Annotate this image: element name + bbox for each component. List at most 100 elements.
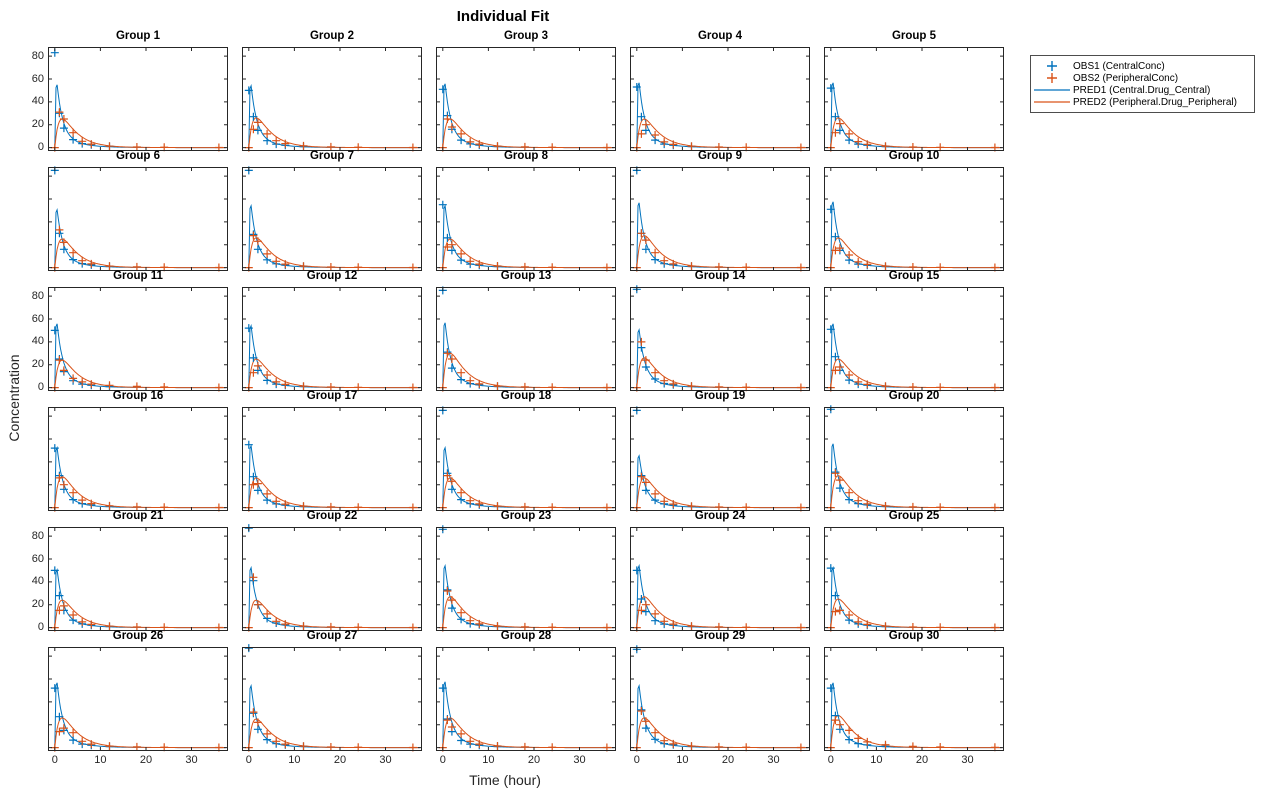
pred1-line: [248, 83, 420, 149]
figure-title: Individual Fit: [456, 8, 550, 25]
axis-ticks: [824, 647, 1004, 751]
x-tick-label: 10: [482, 754, 495, 766]
plot-area: [436, 167, 616, 272]
subplot-title: Group 14: [694, 270, 746, 282]
pred2-line: [830, 715, 1002, 749]
axes-frame: [630, 47, 810, 151]
pred1-line: [636, 683, 808, 749]
y-tick-label: 0: [37, 621, 44, 634]
plot-area: [824, 47, 1004, 152]
axes-frame: [242, 47, 422, 151]
plot-area: [242, 524, 422, 632]
subplot-group-11: Group 11 0 20 40 60 80: [32, 270, 228, 393]
axes-frame: [436, 167, 616, 271]
axis-ticks: [436, 287, 616, 391]
subplot-group-20: Group 20: [824, 390, 1004, 512]
pred1-line: [248, 203, 420, 269]
pred1-line: [830, 565, 1002, 629]
obs1-markers: [632, 166, 696, 271]
pred1-line: [636, 327, 808, 389]
legend-item: PRED2 (Peripheral.Drug_Peripheral): [1031, 96, 1254, 108]
subplot-title: Group 29: [694, 630, 746, 642]
subplot-title: Group 15: [888, 270, 940, 282]
axis-ticks: [436, 167, 616, 271]
obs2-markers: [826, 119, 999, 152]
axis-ticks: [630, 287, 810, 391]
subplot-title: Group 3: [503, 30, 549, 42]
pred1-line: [442, 563, 614, 629]
pred1-line: [830, 443, 1002, 509]
obs1-markers: [244, 644, 308, 751]
axis-ticks: [48, 527, 228, 631]
pred1-line: [636, 563, 808, 629]
obs2-markers: [244, 573, 417, 632]
pred1-line: [442, 322, 614, 389]
subplot-title: Group 7: [309, 150, 355, 162]
axes-frame: [436, 527, 616, 631]
subplot-group-13: Group 13: [436, 270, 616, 392]
subplot-title: Group 6: [115, 150, 161, 162]
pred1-line: [248, 683, 420, 749]
axes-frame: [436, 287, 616, 391]
legend-item: OBS2 (PeripheralConc): [1031, 72, 1254, 84]
subplot-title: Group 25: [888, 510, 940, 522]
legend-label: OBS1 (CentralConc): [1073, 60, 1165, 72]
y-tick-label: 0: [37, 141, 44, 154]
plot-area: [630, 406, 810, 512]
axes-frame: [824, 527, 1004, 631]
subplot-group-12: Group 12: [242, 270, 422, 392]
axes-frame: [436, 47, 616, 151]
legend-label: PRED1 (Central.Drug_Central): [1073, 84, 1211, 96]
x-tick-label: 20: [333, 754, 347, 766]
pred1-line: [830, 201, 1002, 269]
subplot-title: Group 4: [697, 30, 743, 42]
obs1-markers: [438, 406, 502, 511]
subplot-group-14: Group 14: [630, 270, 810, 392]
pred1-line: [54, 207, 226, 269]
subplot-title: Group 19: [694, 390, 746, 402]
subplot-title: Group 28: [500, 630, 552, 642]
subplot-title: Group 22: [306, 510, 358, 522]
line-swatch-icon: [1031, 84, 1073, 96]
line-swatch-icon: [1031, 96, 1073, 108]
obs1-markers: [632, 645, 696, 751]
axes-frame: [48, 527, 228, 631]
subplot-group-19: Group 19: [630, 390, 810, 512]
x-tick-label: 30: [961, 754, 974, 766]
plot-area: [242, 287, 422, 392]
axis-ticks: [824, 407, 1004, 511]
axis-ticks: [436, 647, 616, 751]
axis-ticks: [630, 407, 810, 511]
plot-area: [824, 167, 1004, 272]
obs1-markers: [50, 166, 114, 271]
axis-ticks: [824, 167, 1004, 271]
subplot-group-27: Group 27 0 10 20 30: [242, 630, 422, 766]
pred1-line: [54, 323, 226, 389]
plot-area: [436, 647, 616, 752]
subplot-title: Group 12: [306, 270, 358, 282]
pred1-line: [636, 82, 808, 149]
subplot-group-4: Group 4: [630, 30, 810, 152]
axis-ticks: [436, 407, 616, 511]
plot-area: [630, 166, 810, 272]
x-tick-label: 0: [245, 754, 252, 766]
pred1-line: [54, 567, 226, 629]
obs1-markers: [826, 405, 890, 511]
subplot-group-2: Group 2: [242, 30, 422, 152]
obs2-markers: [632, 120, 805, 152]
axis-ticks: [48, 647, 228, 751]
subplot-group-29: Group 29 0 10 20 30: [630, 630, 810, 766]
y-tick-label: 60: [31, 312, 44, 325]
axis-ticks: [824, 527, 1004, 631]
plot-area: [48, 647, 228, 752]
legend: OBS1 (CentralConc) OBS2 (PeripheralConc) P…: [1030, 55, 1255, 113]
plot-area: [48, 407, 228, 512]
subplot-group-6: Group 6: [48, 150, 228, 272]
obs2-markers: [438, 587, 611, 632]
pred1-line: [54, 682, 226, 749]
obs1-markers: [632, 406, 696, 511]
pred1-line: [248, 443, 420, 509]
x-axis-label: Time (hour): [469, 772, 541, 788]
axes-frame: [48, 167, 228, 271]
